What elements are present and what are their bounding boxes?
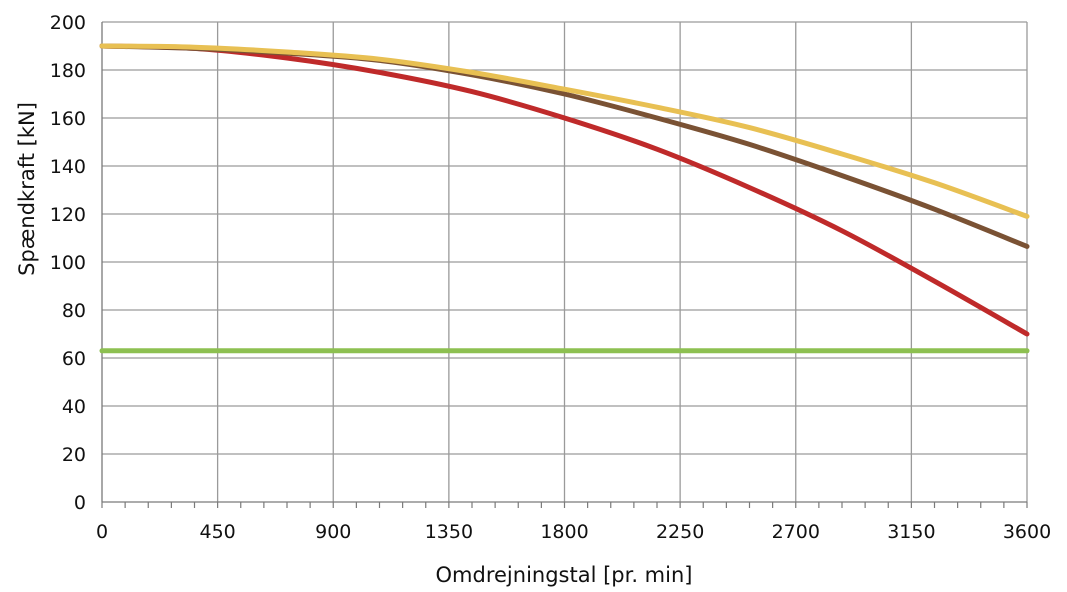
series-line-4	[99, 43, 1030, 219]
x-tick-label: 3150	[887, 521, 935, 543]
x-tick-label: 3600	[1003, 521, 1051, 543]
y-tick-label: 100	[50, 252, 86, 274]
x-tick-label: 900	[315, 521, 351, 543]
x-tick-label: 1350	[425, 521, 473, 543]
series-line-2	[99, 43, 1030, 337]
y-tick-label: 20	[62, 444, 86, 466]
x-axis-title: Omdrejningstal [pr. min]	[436, 563, 693, 587]
y-tick-label: 80	[62, 300, 86, 322]
tick-labels: 0 20 40 60 80 100 120 140 160 180 200 0 450 900 1350 18…	[50, 12, 1051, 543]
axes	[101, 22, 1028, 508]
series-group	[99, 43, 1030, 354]
y-axis-title: Spændkraft [kN]	[15, 102, 39, 276]
y-tick-label: 40	[62, 396, 86, 418]
y-tick-label: 200	[50, 12, 86, 34]
y-tick-label: 180	[50, 60, 86, 82]
y-tick-label: 120	[50, 204, 86, 226]
x-tick-label: 1800	[540, 521, 588, 543]
x-tick-label: 0	[96, 521, 108, 543]
x-tick-label: 450	[199, 521, 235, 543]
x-tick-label: 2700	[772, 521, 820, 543]
y-tick-label: 0	[74, 492, 86, 514]
y-tick-label: 140	[50, 156, 86, 178]
y-tick-label: 60	[62, 348, 86, 370]
grid	[102, 21, 1028, 502]
x-tick-label: 2250	[656, 521, 704, 543]
y-tick-label: 160	[50, 108, 86, 130]
